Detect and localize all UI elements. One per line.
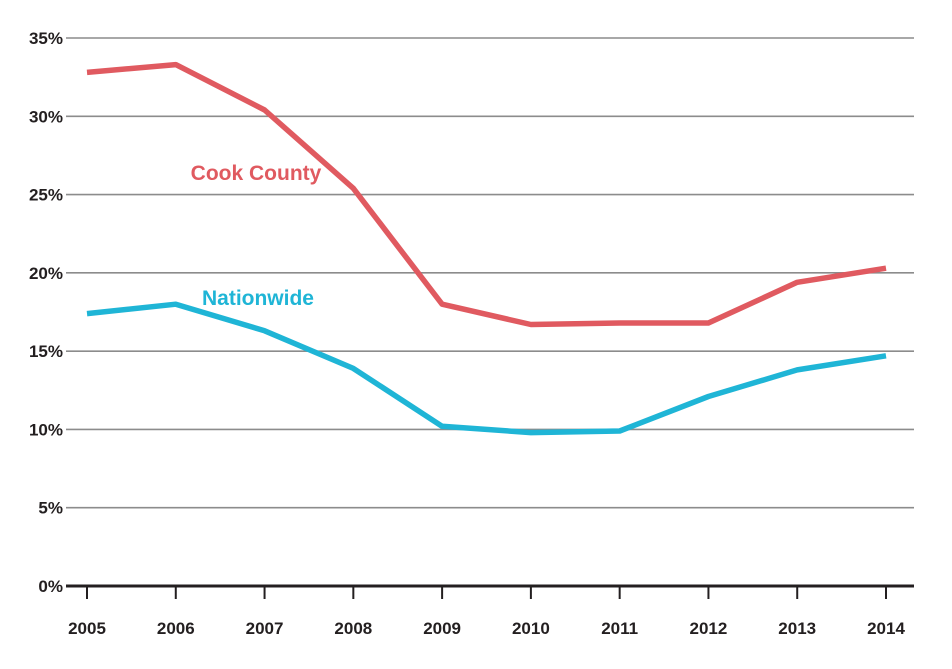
nationwide-point <box>85 311 90 316</box>
y-tick-label: 30% <box>29 107 63 126</box>
cook-county-point <box>706 320 711 325</box>
y-tick-label: 35% <box>29 29 63 48</box>
cook-county-point <box>884 266 889 271</box>
x-tick-label: 2013 <box>778 619 816 638</box>
cook-county-label: Cook County <box>191 162 322 185</box>
y-tick-label: 20% <box>29 264 63 283</box>
x-tick-label: 2012 <box>690 619 728 638</box>
x-tick-label: 2005 <box>68 619 106 638</box>
cook-county-line <box>86 61 887 328</box>
cook-county-point <box>617 320 622 325</box>
nationwide-point <box>173 302 178 307</box>
x-tick-label: 2009 <box>423 619 461 638</box>
gridlines <box>66 37 914 509</box>
series-labels: Cook County Nationwide <box>191 162 322 310</box>
cook-county-point <box>528 322 533 327</box>
nationwide-point <box>528 430 533 435</box>
nationwide-point <box>617 428 622 433</box>
nationwide-point <box>262 328 267 333</box>
nationwide-line <box>86 301 887 436</box>
nationwide-point <box>706 394 711 399</box>
cook-county-point <box>440 302 445 307</box>
cook-county-point <box>85 70 90 75</box>
x-tick-label: 2008 <box>334 619 372 638</box>
series-lines <box>85 61 889 436</box>
x-tick-label: 2014 <box>867 619 905 638</box>
nationwide-point <box>351 366 356 371</box>
x-tick-label: 2010 <box>512 619 550 638</box>
y-tick-label: 15% <box>29 342 63 361</box>
cook-county-point <box>262 108 267 113</box>
y-tick-label: 25% <box>29 186 63 205</box>
nationwide-point <box>440 424 445 429</box>
x-tick-label: 2011 <box>601 619 638 638</box>
nationwide-point <box>884 353 889 358</box>
y-tick-label: 10% <box>29 420 63 439</box>
y-tick-label: 0% <box>38 577 63 596</box>
x-tick-label: 2006 <box>157 619 195 638</box>
y-tick-label: 5% <box>38 499 63 518</box>
cook-county-point <box>795 280 800 285</box>
cook-county-point <box>351 186 356 191</box>
nationwide-point <box>795 367 800 372</box>
axes: 0% 5% 10% 15% 20% 25% 30% 35% 2005 2006 2007 2008 20… <box>29 29 914 638</box>
nationwide-label: Nationwide <box>202 287 314 310</box>
cook-county-point <box>173 62 178 67</box>
x-tick-label: 2007 <box>246 619 284 638</box>
